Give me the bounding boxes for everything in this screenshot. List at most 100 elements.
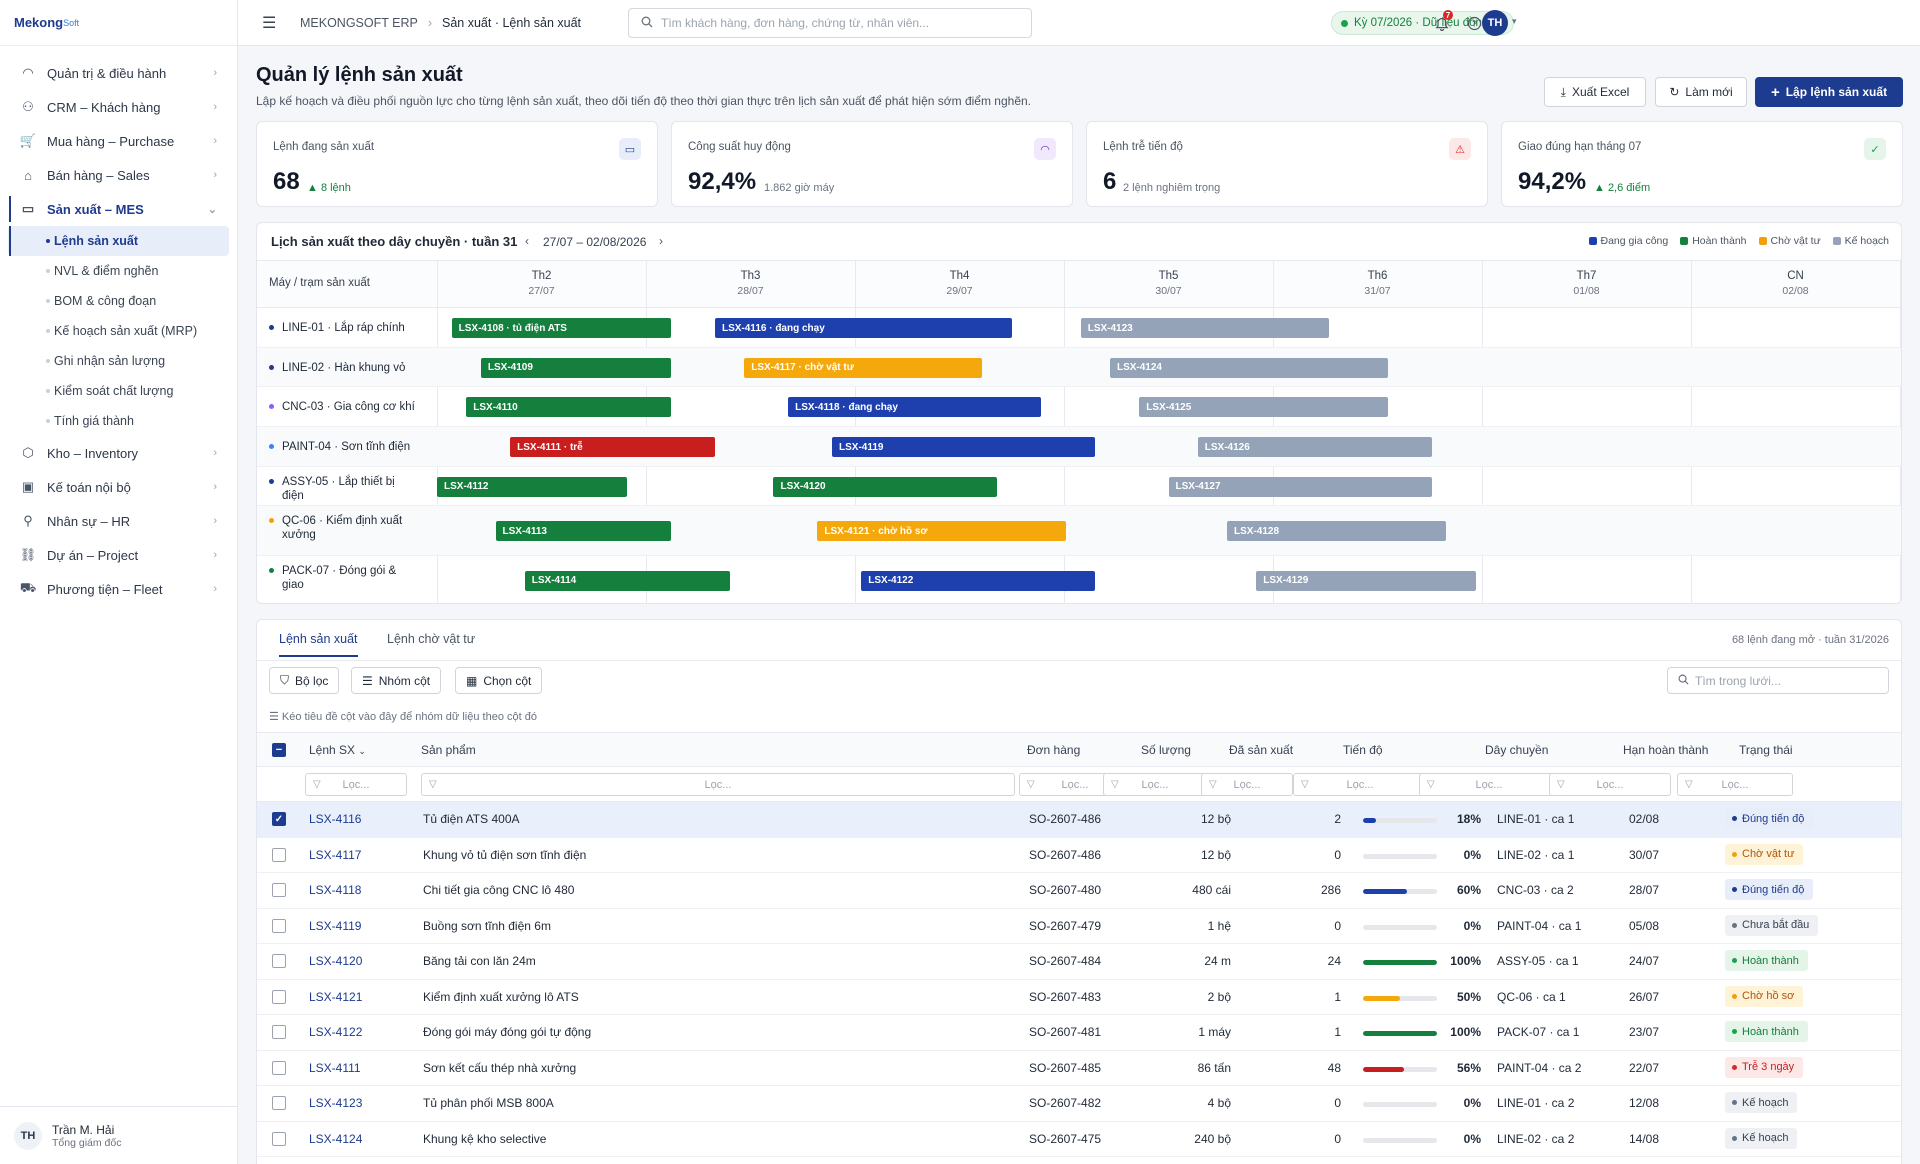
chevron-down-icon[interactable]: ▾ (1512, 16, 1517, 26)
column-header[interactable]: Hạn hoàn thành (1623, 743, 1708, 757)
sidebar-item-5[interactable]: ⬡ Kho – Inventory › (0, 436, 237, 470)
sidebar-subitem-0[interactable]: Lệnh sản xuất (8, 226, 229, 256)
gantt-bar[interactable]: LSX-4109 (480, 357, 672, 378)
gantt-bar[interactable]: LSX-4111 · trễ (510, 437, 715, 457)
sidebar-item-6[interactable]: ▣ Kế toán nội bộ › (0, 470, 237, 504)
row-checkbox[interactable] (272, 1060, 286, 1075)
sidebar-item-2[interactable]: 🛒 Mua hàng – Purchase › (0, 124, 237, 158)
order-id-link[interactable]: LSX-4120 (309, 954, 363, 968)
sidebar-subitem-3[interactable]: Kế hoạch sản xuất (MRP) (8, 316, 229, 346)
table-row[interactable]: ✓ LSX-4116 Tủ điện ATS 400A SO-2607-486 … (257, 802, 1901, 838)
column-filter-input[interactable]: ▽ Lọc... (421, 773, 1015, 796)
row-checkbox[interactable]: ✓ (272, 812, 286, 826)
table-row[interactable]: LSX-4118 Chi tiết gia công CNC lô 480 SO… (257, 873, 1901, 909)
sidebar-item-9[interactable]: ⛟ Phương tiện – Fleet › (0, 572, 237, 606)
column-header[interactable]: Đơn hàng (1027, 743, 1080, 757)
row-checkbox[interactable] (272, 954, 286, 968)
sidebar-subitem-4[interactable]: Ghi nhận sản lượng (8, 346, 229, 376)
column-filter-input[interactable]: ▽ Lọc... (1419, 773, 1559, 796)
gantt-bar[interactable]: LSX-4126 (1197, 437, 1432, 457)
table-row[interactable]: LSX-4119 Buồng sơn tĩnh điện 6m SO-2607-… (257, 909, 1901, 944)
sidebar-subitem-6[interactable]: Tính giá thành (8, 406, 229, 436)
chevron-right-icon[interactable]: › (659, 234, 663, 248)
gantt-bar[interactable]: LSX-4114 (524, 570, 730, 591)
gantt-bar[interactable]: LSX-4121 · chờ hồ sơ (817, 521, 1067, 541)
column-filter-input[interactable]: ▽ Lọc... (1549, 773, 1671, 796)
gantt-bar[interactable]: LSX-4120 (773, 476, 998, 497)
filter-button[interactable]: ⛉ Bộ lọc (269, 667, 340, 694)
table-row[interactable]: LSX-4111 Sơn kết cấu thép nhà xưởng SO-2… (257, 1051, 1901, 1086)
sidebar-item-4[interactable]: ▭ Sản xuất – MES ⌄ (0, 192, 237, 226)
kpi-card[interactable]: Lệnh đang sản xuất ▭ 68 ▲ 8 lệnh (256, 121, 658, 207)
column-filter-input[interactable]: ▽ Lọc... (1677, 773, 1793, 796)
column-filter-input[interactable]: ▽ Lọc... (1201, 773, 1293, 796)
row-checkbox[interactable] (272, 1025, 286, 1039)
brand-logo[interactable]: Mekong Soft (0, 0, 237, 46)
gantt-bar[interactable]: LSX-4125 (1139, 397, 1388, 417)
column-header[interactable]: Đã sản xuất (1229, 743, 1293, 757)
order-id-link[interactable]: LSX-4111 (309, 1060, 361, 1075)
sidebar-subitem-2[interactable]: BOM & công đoạn (8, 286, 229, 316)
order-id-link[interactable]: LSX-4118 (309, 883, 362, 897)
sidebar-item-3[interactable]: ⌂ Bán hàng – Sales › (0, 158, 237, 192)
column-header[interactable]: Trạng thái (1739, 743, 1793, 757)
column-filter-input[interactable]: ▽ Lọc... (1103, 773, 1207, 796)
sidebar-subitem-5[interactable]: Kiểm soát chất lượng (8, 376, 229, 406)
global-search-input[interactable]: Tìm khách hàng, đơn hàng, chứng từ, nhân… (628, 8, 1032, 38)
kpi-card[interactable]: Công suất huy động ◠ 92,4% 1.862 giờ máy (671, 121, 1073, 207)
row-checkbox[interactable] (272, 1131, 286, 1146)
table-row[interactable]: LSX-4121 Kiểm định xuất xưởng lô ATS SO-… (257, 980, 1901, 1015)
column-header[interactable]: Số lượng (1141, 743, 1191, 757)
user-profile[interactable]: TH Trần M. Hải Tổng giám đốc (0, 1106, 237, 1164)
select-all-checkbox[interactable]: − (272, 743, 286, 757)
gantt-bar[interactable]: LSX-4108 · tủ điện ATS (451, 318, 672, 338)
table-row[interactable]: LSX-4122 Đóng gói máy đóng gói tự động S… (257, 1015, 1901, 1051)
column-header[interactable]: Tiến độ (1343, 743, 1383, 757)
group-drop-zone[interactable]: ☰ Kéo tiêu đề cột vào đây để nhóm dữ liệ… (269, 710, 537, 723)
sidebar-item-1[interactable]: ⚇ CRM – Khách hàng › (0, 90, 237, 124)
menu-icon[interactable]: ☰ (262, 14, 277, 32)
sidebar-item-0[interactable]: ◠ Quản trị & điều hành › (0, 56, 237, 90)
kpi-card[interactable]: Lệnh trễ tiến độ ⚠ 6 2 lệnh nghiêm trọng (1086, 121, 1488, 207)
column-filter-input[interactable]: ▽ Lọc... (1293, 773, 1427, 796)
user-avatar[interactable]: TH (1482, 10, 1508, 36)
column-filter-input[interactable]: ▽ Lọc... (305, 773, 407, 796)
sidebar-item-7[interactable]: ⚲ Nhân sự – HR › (0, 504, 237, 538)
help-icon[interactable]: ? (1464, 13, 1484, 33)
chevron-left-icon[interactable]: ‹ (525, 234, 529, 248)
row-checkbox[interactable] (272, 1096, 286, 1110)
order-id-link[interactable]: LSX-4119 (309, 918, 362, 933)
order-id-link[interactable]: LSX-4122 (309, 1025, 363, 1039)
table-row[interactable]: LSX-4117 Khung vỏ tủ điện sơn tĩnh điện … (257, 838, 1901, 873)
create-order-button[interactable]: + Lập lệnh sản xuất (1755, 77, 1903, 107)
row-checkbox[interactable] (272, 989, 286, 1004)
gantt-bar[interactable]: LSX-4117 · chờ vật tư (744, 357, 983, 378)
group-columns-button[interactable]: ☰ Nhóm cột (351, 667, 442, 694)
sidebar-subitem-1[interactable]: NVL & điểm nghẽn (8, 256, 229, 286)
gantt-bar[interactable]: LSX-4127 (1168, 476, 1432, 497)
row-checkbox[interactable] (272, 847, 286, 862)
table-row[interactable]: LSX-4123 Tủ phân phối MSB 800A SO-2607-4… (257, 1086, 1901, 1122)
tab-waiting-material[interactable]: Lệnh chờ vật tư (387, 632, 476, 646)
column-header[interactable]: Sản phẩm (421, 743, 476, 757)
table-row[interactable]: LSX-4124 Khung kệ kho selective SO-2607-… (257, 1122, 1901, 1157)
gantt-bar[interactable]: LSX-4110 (466, 397, 672, 417)
bell-icon[interactable]: 7 (1432, 10, 1453, 33)
order-id-link[interactable]: LSX-4123 (309, 1096, 363, 1110)
gantt-bar[interactable]: LSX-4113 (495, 521, 672, 541)
column-header[interactable]: Lệnh SX ⌄ (309, 743, 366, 757)
gantt-bar[interactable]: LSX-4124 (1109, 357, 1388, 378)
tab-production-orders[interactable]: Lệnh sản xuất (279, 632, 358, 657)
gantt-bar[interactable]: LSX-4118 · đang chạy (788, 397, 1041, 417)
row-checkbox[interactable] (272, 918, 286, 933)
order-id-link[interactable]: LSX-4117 (309, 847, 362, 862)
order-id-link[interactable]: LSX-4124 (309, 1131, 363, 1146)
gantt-bar[interactable]: LSX-4112 (437, 476, 628, 497)
gantt-bar[interactable]: LSX-4123 (1080, 318, 1330, 338)
grid-search-input[interactable]: Tìm trong lưới... (1667, 667, 1889, 694)
order-id-link[interactable]: LSX-4121 (309, 989, 363, 1004)
row-checkbox[interactable] (272, 883, 286, 897)
gantt-bar[interactable]: LSX-4128 (1227, 521, 1447, 541)
sidebar-item-8[interactable]: ⛓ Dự án – Project › (0, 538, 237, 572)
export-excel-button[interactable]: ⤓ Xuất Excel (1544, 77, 1646, 107)
